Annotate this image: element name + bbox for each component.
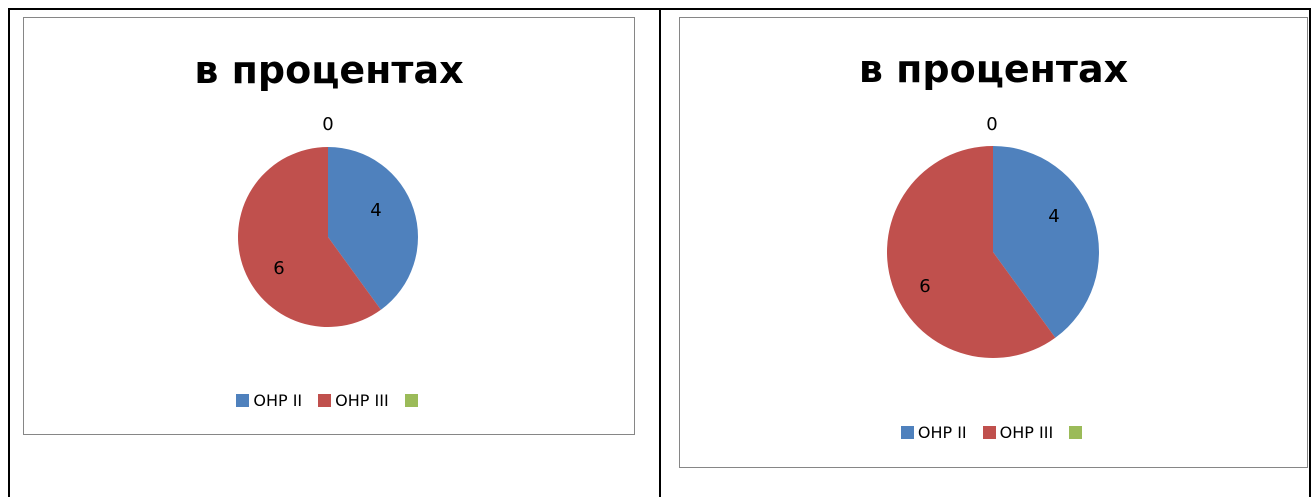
legend-swatch xyxy=(900,426,914,439)
pie-slice xyxy=(887,146,1056,358)
data-label: 4 xyxy=(370,200,381,221)
legend-swatch xyxy=(236,394,250,407)
data-label: 4 xyxy=(1048,206,1059,227)
legend-swatch xyxy=(404,394,418,407)
pie-chart-right: в процентах 4 6 0 ОНР II ОНР III xyxy=(679,17,1308,468)
legend-label: ОНР III xyxy=(335,391,389,410)
pie-slice xyxy=(328,147,418,310)
pie-plot-area: 4 6 0 xyxy=(237,114,418,327)
legend-label: ОНР III xyxy=(999,423,1054,442)
pie-plot-area: 4 6 0 xyxy=(887,114,1099,358)
data-label: 0 xyxy=(986,114,997,135)
pie-slice xyxy=(993,146,1099,338)
legend-swatch xyxy=(982,426,996,439)
data-label: 0 xyxy=(322,114,333,135)
legend-swatch xyxy=(1069,426,1083,439)
legend-swatch xyxy=(318,394,332,407)
legend-item: ОНР II xyxy=(236,391,302,410)
legend-label: ОНР II xyxy=(253,391,303,410)
data-label: 6 xyxy=(273,258,284,279)
data-label: 6 xyxy=(919,276,930,297)
chart-title: в процентах xyxy=(858,47,1129,91)
legend-item xyxy=(1069,426,1086,439)
legend-item xyxy=(404,394,422,407)
legend-label: ОНР II xyxy=(917,423,967,442)
chart-legend: ОНР II ОНР III xyxy=(24,391,634,410)
chart-legend: ОНР II ОНР III xyxy=(680,423,1307,442)
table-column-divider xyxy=(659,8,661,497)
legend-item: ОНР III xyxy=(982,423,1054,442)
pie-slice xyxy=(237,147,381,327)
legend-item: ОНР III xyxy=(318,391,389,410)
legend-item: ОНР II xyxy=(900,423,967,442)
chart-title: в процентах xyxy=(194,48,464,92)
pie-chart-left: в процентах 4 6 0 ОНР II ОНР III xyxy=(23,17,635,435)
